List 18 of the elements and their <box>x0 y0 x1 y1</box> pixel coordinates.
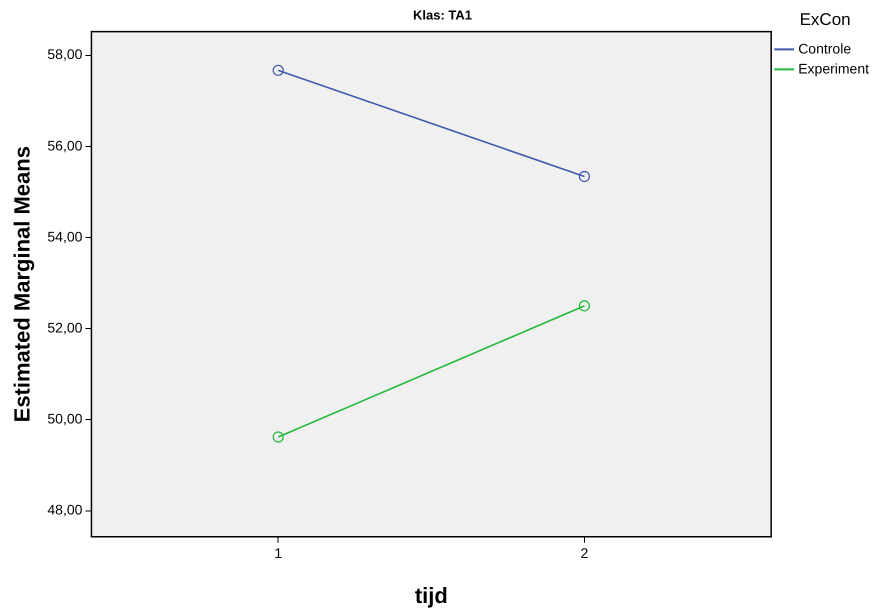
x-tick-label: 2 <box>580 545 589 562</box>
x-axis-title: tijd <box>414 582 448 608</box>
point <box>578 170 590 182</box>
y-tick-label: 56,00 <box>47 137 83 154</box>
y-tick-label: 52,00 <box>47 319 83 336</box>
y-tick-label: 58,00 <box>47 46 83 62</box>
legend-label: Controle <box>798 40 852 56</box>
point <box>272 64 284 76</box>
y-axis-title: Estimated Marginal Means <box>9 146 34 422</box>
y-tick-label: 48,00 <box>47 502 83 518</box>
y-tick-label: 50,00 <box>47 410 83 427</box>
chart-title: Klas: TA1 <box>413 7 472 22</box>
x-tick-label: 1 <box>274 545 282 562</box>
point <box>272 431 284 443</box>
y-tick-label: 54,00 <box>47 228 83 244</box>
legend-label: Experiment <box>798 60 870 76</box>
point <box>578 300 590 312</box>
legend-title: ExCon <box>800 10 851 30</box>
